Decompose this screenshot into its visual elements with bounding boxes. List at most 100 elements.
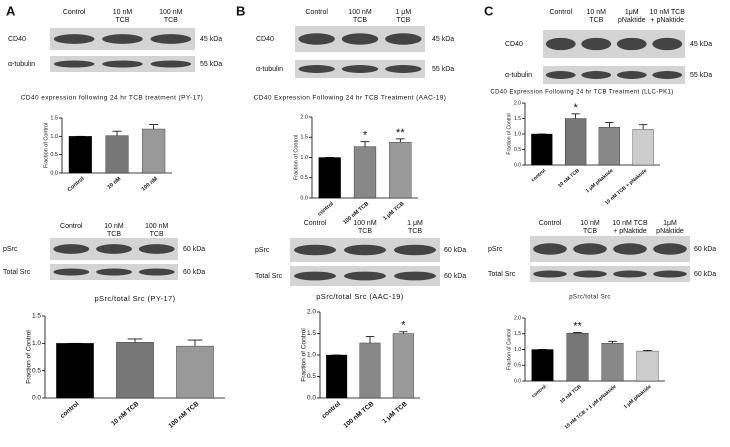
y-tick-label: 1.5 <box>514 116 521 122</box>
bar <box>68 136 92 174</box>
y-tick-label: 0.5 <box>307 373 316 380</box>
blot-band <box>344 271 386 281</box>
significance-label: * <box>363 130 368 142</box>
blot-band <box>533 270 567 278</box>
blot-band <box>96 268 132 276</box>
row-label: α-tubulin <box>256 66 283 73</box>
chart-title: CD40 expression following 24 hr TCB trea… <box>21 95 203 102</box>
lane-header: TCB <box>583 228 597 235</box>
lane-header: Control <box>304 220 327 227</box>
blot-band <box>385 33 422 45</box>
lane-header: 1 μM <box>395 9 411 16</box>
bar <box>116 342 154 399</box>
row-label: pSrc <box>255 247 270 254</box>
lane-header: 10 nM TCB <box>650 9 686 16</box>
error-bar <box>399 331 408 334</box>
bar <box>389 141 412 199</box>
y-tick-label: 0.0 <box>50 170 58 176</box>
bar <box>392 333 414 399</box>
row-label: Total Src <box>3 269 31 276</box>
error-bar <box>608 340 617 344</box>
bar <box>598 127 620 166</box>
significance-label: ** <box>396 127 405 139</box>
error-bar <box>112 130 122 136</box>
blot-band <box>616 71 647 79</box>
blot-band <box>613 243 647 255</box>
panel-letter: A <box>6 3 16 18</box>
kda-label: 60 kDa <box>444 247 466 254</box>
y-axis-label: Fraction of Control <box>293 135 299 180</box>
lane-header: Control <box>63 9 86 16</box>
lane-header: 10 nM <box>104 223 124 230</box>
row-label: CD40 <box>8 36 26 43</box>
blot-band <box>53 268 90 276</box>
y-tick-label: 0.5 <box>32 367 41 374</box>
error-bar <box>643 350 652 352</box>
lane-header: 100 nM <box>348 9 372 16</box>
blot-band <box>138 244 175 254</box>
blot-band <box>102 60 143 68</box>
x-tick-label: 1 μM pNaktide <box>623 384 653 411</box>
lane-header: TCB <box>396 17 410 24</box>
x-tick-label: control <box>59 400 81 420</box>
bar <box>142 128 166 174</box>
blot-band <box>53 60 95 68</box>
kda-label: 60 kDa <box>444 273 466 280</box>
row-label: pSrc <box>488 246 503 253</box>
lane-header: 100 nM <box>145 223 169 230</box>
error-bar <box>149 124 159 129</box>
lane-header: TCB <box>150 231 164 238</box>
blot-band <box>653 243 687 255</box>
chart-title: CD40 Expression Following 24 hr TCB Trea… <box>254 95 447 102</box>
blot-band <box>150 60 192 68</box>
significance-label: * <box>401 320 406 332</box>
y-tick-label: 0.0 <box>300 195 308 201</box>
bar <box>601 343 624 382</box>
y-tick-label: 0.0 <box>514 378 521 384</box>
kda-label: 60 kDa <box>694 271 716 278</box>
lane-header: 10 nM <box>587 9 607 16</box>
y-tick-label: 1.5 <box>32 313 41 320</box>
error-bar <box>638 124 648 130</box>
kda-label: 60 kDa <box>183 269 205 276</box>
error-bar <box>395 138 405 143</box>
kda-label: 55 kDa <box>200 61 222 68</box>
bar <box>353 146 377 199</box>
y-tick-label: 0.0 <box>32 395 41 402</box>
y-tick-label: 1.0 <box>50 134 58 140</box>
error-bar <box>187 339 203 347</box>
lane-header: TCB <box>107 231 121 238</box>
bar <box>318 157 341 199</box>
blot-band <box>138 268 175 276</box>
bar <box>326 354 348 399</box>
kda-label: 60 kDa <box>183 246 205 253</box>
chart-title: CD40 Expression Following 24 hr TCB Trea… <box>490 90 673 96</box>
lane-header: pNaktide <box>618 17 646 24</box>
lane-header: TCB <box>589 17 603 24</box>
blot-band <box>652 37 683 51</box>
lane-header: TCB <box>408 228 422 235</box>
y-tick-label: 1.0 <box>514 131 521 137</box>
lane-header: 1μM <box>663 220 677 227</box>
blot-band <box>150 34 192 44</box>
blot-band <box>53 244 90 254</box>
y-tick-label: 0.0 <box>307 395 316 402</box>
x-tick-label: 100 nM TCB <box>342 400 375 429</box>
significance-label: ** <box>573 320 582 332</box>
y-tick-label: 1.0 <box>300 155 308 161</box>
y-tick-label: 1.5 <box>307 330 316 337</box>
y-axis-label: Fraction of Control <box>506 113 512 154</box>
row-label: α-tubulin <box>505 72 532 79</box>
blot-band <box>652 71 683 79</box>
lane-header: 100 nM <box>353 220 377 227</box>
bar <box>565 118 587 166</box>
y-tick-label: 0.5 <box>50 152 58 158</box>
bar <box>531 133 553 166</box>
blot-band <box>573 270 607 278</box>
blot-band <box>385 65 422 73</box>
error-bar <box>573 332 582 334</box>
lane-header: Control <box>60 223 83 230</box>
lane-header: + pNaktide <box>613 228 647 235</box>
x-tick-label: control <box>531 384 548 400</box>
blot-band <box>394 271 436 281</box>
